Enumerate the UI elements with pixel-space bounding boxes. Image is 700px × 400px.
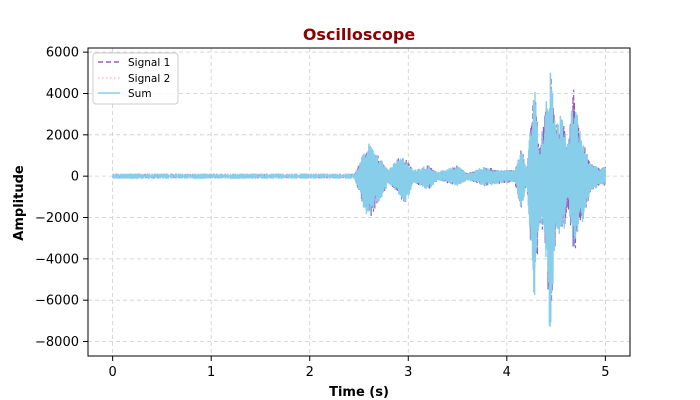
x-tick-label: 1 [207, 365, 215, 380]
y-tick-label: 2000 [46, 128, 79, 143]
axes-frame [87, 47, 631, 357]
x-axis-ticks: 0 1 2 3 4 5 [108, 356, 610, 380]
x-tick-label: 4 [503, 365, 511, 380]
y-axis-label: Amplitude [12, 165, 27, 241]
legend-label-signal-1: Signal 1 [128, 57, 170, 69]
y-tick-label: −6000 [35, 294, 79, 309]
y-tick-label: −4000 [35, 252, 79, 267]
x-axis-label: Time (s) [329, 385, 389, 400]
y-tick-label: −8000 [35, 335, 79, 350]
legend-label-sum: Sum [128, 88, 152, 100]
legend-box [92, 52, 179, 105]
series-sum-line [111, 72, 607, 327]
legend-label-signal-2: Signal 2 [128, 73, 170, 85]
y-tick-label: 4000 [46, 87, 79, 102]
x-tick-label: 0 [108, 365, 116, 380]
y-tick-label: −2000 [35, 211, 79, 226]
x-tick-label: 3 [404, 365, 412, 380]
plot-area [111, 72, 607, 327]
x-tick-label: 5 [601, 365, 609, 380]
legend: Signal 1 Signal 2 Sum [92, 52, 179, 105]
y-axis-ticks: −8000 −6000 −4000 −2000 0 2000 4000 6000 [35, 46, 88, 350]
y-tick-label: 6000 [46, 46, 79, 61]
x-tick-label: 2 [306, 365, 314, 380]
y-tick-label: 0 [71, 170, 79, 185]
chart-title: Oscilloscope [303, 25, 416, 44]
